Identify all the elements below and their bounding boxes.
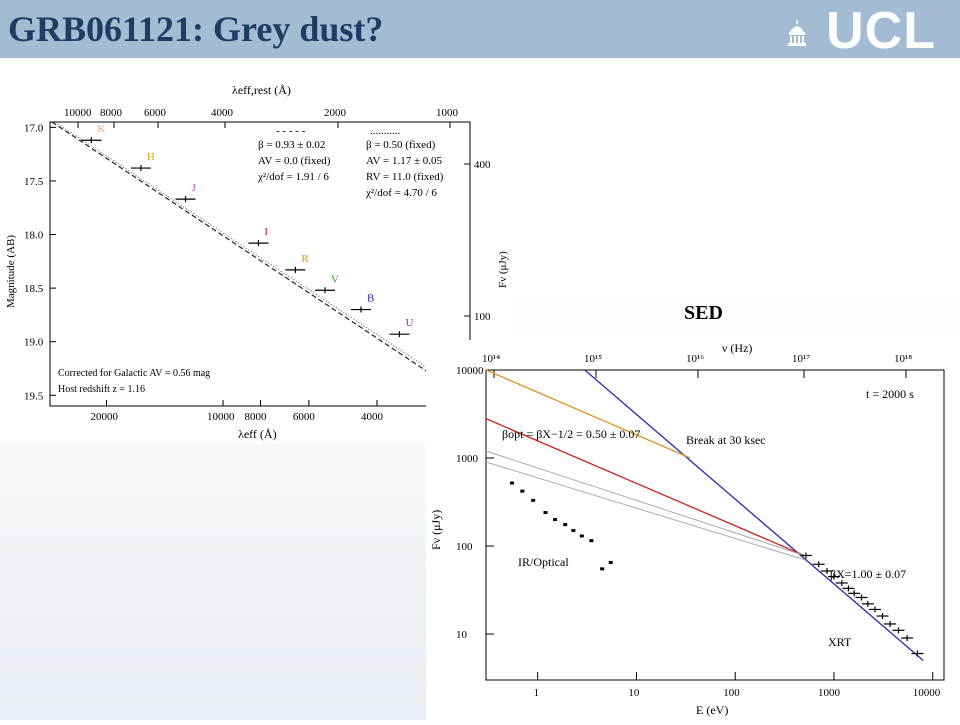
x2-axis-label: ν (Hz) [722,341,752,355]
x2-tick-label: 10¹⁴ [482,353,500,365]
sed-chart-panel: 10 100 1000 10000 1 10 100 1000 10000 10¹⁴ 10¹⁵ 10¹… [426,340,960,720]
x2-axis-label: λeff,rest (Å) [232,83,291,97]
fit-b-param-0: β = 0.50 (fixed) [366,139,436,151]
ir-optical-point [510,481,515,485]
fit-dashed-line [51,121,471,401]
x-tick-label: 10 [628,687,640,699]
y-tick-label: 10000 [456,365,484,377]
x-tick-label: 8000 [245,411,267,423]
ir-optical-point [571,528,576,532]
ir-optical-point [543,511,548,515]
y-tick-label: 19.5 [24,390,44,402]
x2-tick-label: 10¹⁶ [686,353,704,365]
x-tick-label: 4000 [361,411,384,423]
x2-tick-label: 10¹⁷ [792,353,810,365]
y-tick-label: 100 [456,541,473,553]
x-tick-label: 20000 [91,411,119,423]
model-line-grey [485,461,805,561]
ir-optical-point [579,534,584,538]
fit-a-line-key: - - - - - [276,125,306,137]
y-axis-label: Magnitude (AB) [5,235,17,308]
band-label: K [97,123,105,135]
band-label: I [264,226,268,238]
y-tick-label: 19.0 [24,337,44,349]
model-line-red [485,418,805,557]
band-label: J [192,182,197,194]
band-label: R [301,253,309,265]
x2-tick-label: 4000 [211,107,234,119]
band-label: B [367,293,374,305]
band-label: H [147,151,155,163]
ir-optical-point [520,489,525,493]
magnitude-chart-panel: 17.0 17.5 18.0 18.5 19.0 19.5 20000 10000 8000 60… [0,78,512,444]
model-line-blue [584,369,924,661]
fit-b-param-2: RV = 11.0 (fixed) [366,171,444,183]
x2-tick-label: 2000 [324,107,347,119]
fit-b-param-3: χ²/dof = 4.70 / 6 [365,187,437,199]
ir-optical-point [589,539,594,543]
x-tick-label: 1000 [818,687,841,699]
fit-a-param-1: AV = 0.0 (fixed) [258,155,331,167]
ucl-logo-text: UCL [826,2,936,60]
fit-dotted-line [57,123,471,397]
title-bar: GRB061121: Grey dust? UCL [0,0,960,58]
x2-tick-label: 10¹⁸ [894,353,912,365]
time-label: t = 2000 s [866,387,914,401]
model-line-orange [485,369,691,459]
x-axis-label: λeff (Å) [238,427,277,441]
y2-axis-label: Fν (μJy) [497,251,509,288]
ucl-logo: UCL [786,2,936,60]
fit-a-param-0: β = 0.93 ± 0.02 [258,139,325,151]
y-tick-label: 10 [456,629,468,641]
ir-optical-point [563,523,568,527]
x-tick-label: 100 [723,687,740,699]
x2-tick-label: 8000 [100,107,123,119]
x2-tick-label: 10¹⁵ [584,353,602,365]
x-tick-label: 1 [534,687,540,699]
y-tick-label: 17.5 [24,176,44,188]
x-tick-label: 10000 [207,411,235,423]
y-tick-label: 18.0 [24,230,44,242]
band-label: U [405,317,413,329]
y2-tick-label: 100 [474,311,491,323]
y-tick-label: 17.0 [24,122,44,134]
slide-title: GRB061121: Grey dust? [8,9,384,49]
fit-b-param-1: AV = 1.17 ± 0.05 [366,155,443,167]
sed-label: SED [684,302,723,324]
ir-optical-point [600,567,605,571]
y-axis-label: Fν (μJy) [429,510,443,550]
xrt-label: XRT [828,635,852,649]
x2-tick-label: 1000 [436,107,459,119]
ir-optical-point [553,518,558,522]
band-label: V [331,273,339,285]
y-tick-label: 18.5 [24,283,44,295]
magnitude-chart: 17.0 17.5 18.0 18.5 19.0 19.5 20000 10000 8000 60… [5,83,509,441]
x2-tick-label: 10000 [64,107,92,119]
x-tick-label: 10000 [913,687,941,699]
model-line-grey [485,450,805,556]
note-galactic: Corrected for Galactic AV = 0.56 mag [58,368,210,379]
x-axis-label: E (eV) [696,703,728,717]
ir-optical-label: IR/Optical [518,555,569,569]
note-redshift: Host redshift z = 1.16 [58,384,145,395]
y2-tick-label: 400 [474,159,491,171]
ucl-dome-icon [788,20,806,46]
ir-optical-point [608,560,613,564]
ir-optical-point [531,498,536,502]
break-label: Break at 30 ksec [686,433,766,447]
fit-a-param-2: χ²/dof = 1.91 / 6 [257,171,329,183]
x2-tick-label: 6000 [144,107,167,119]
fit-b-line-key: ........... [370,125,401,137]
x-tick-label: 6000 [293,411,316,423]
beta-x-label: βX=1.00 ± 0.07 [830,567,906,581]
y-tick-label: 1000 [456,453,479,465]
beta-opt-label: βopt = βX−1/2 = 0.50 ± 0.07 [502,427,640,441]
